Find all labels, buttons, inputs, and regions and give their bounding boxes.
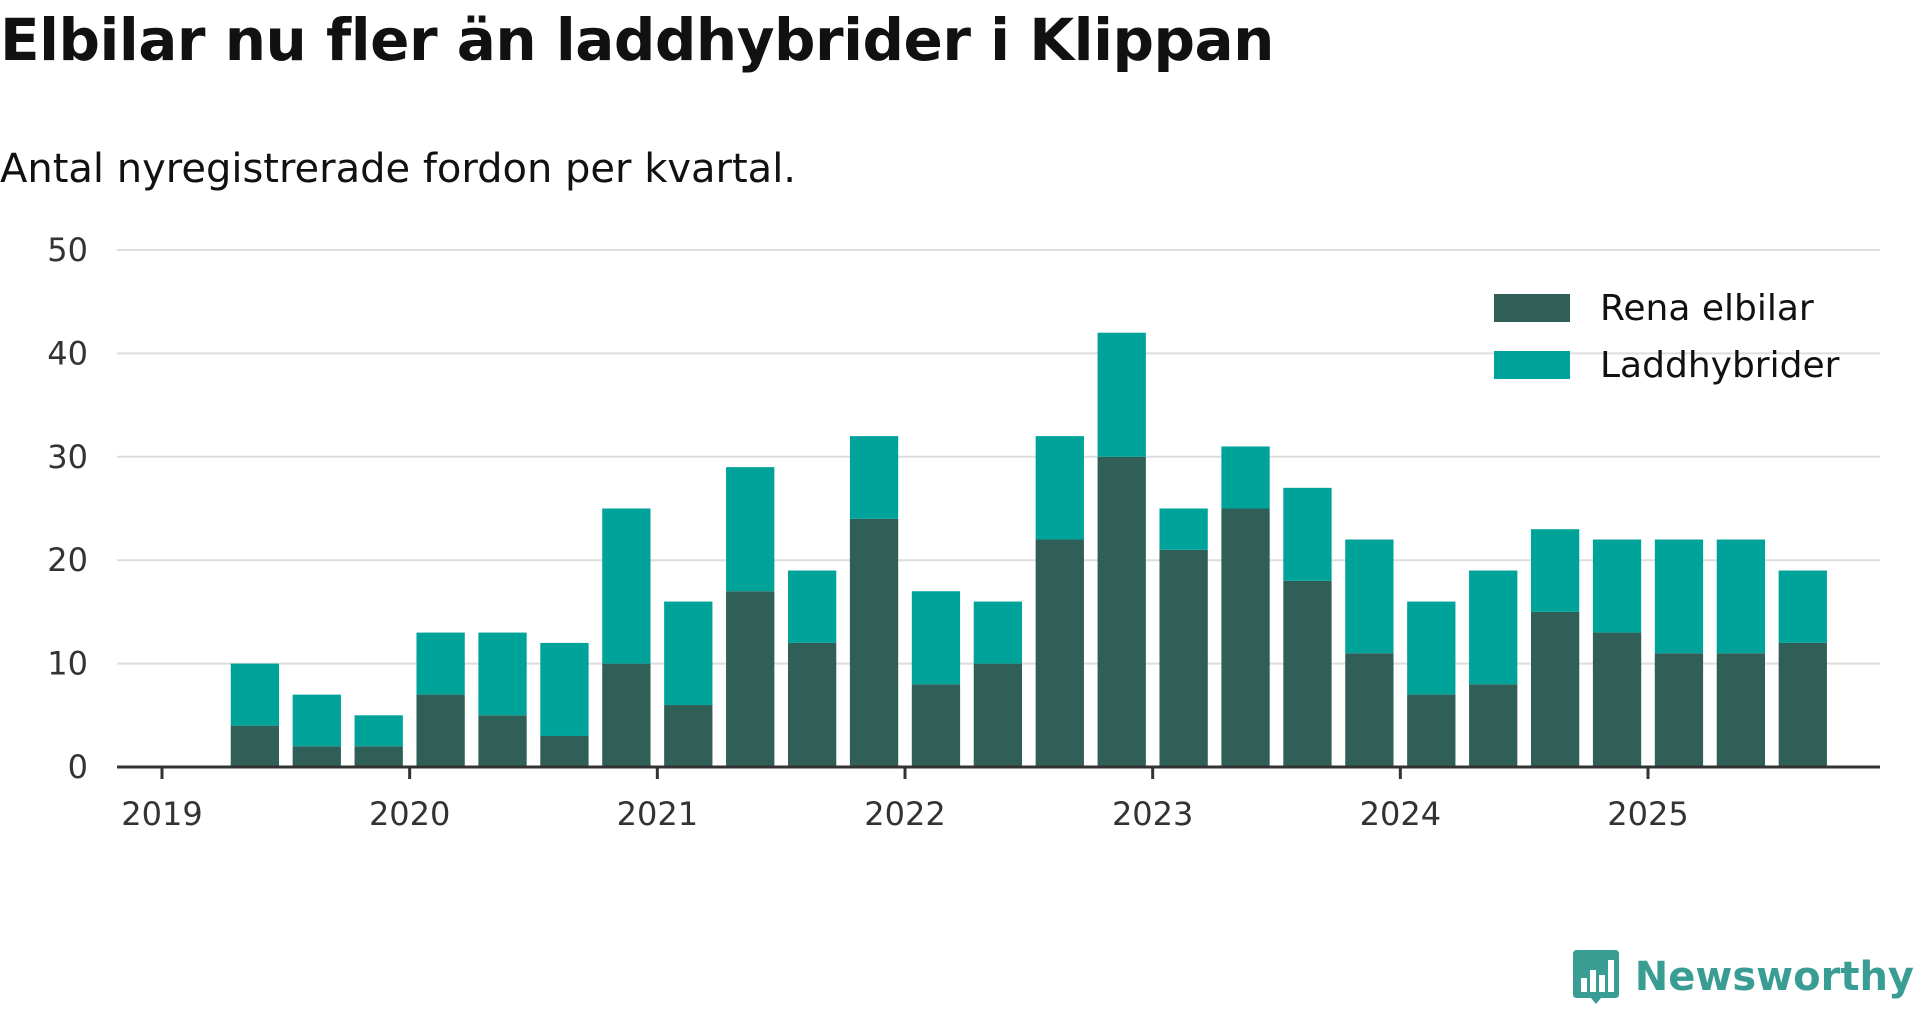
x-tick-label-2023: 2023 [1112, 795, 1193, 833]
bar-laddhybrider-2019-Q4 [354, 715, 403, 747]
x-axis-ticks: 2019 2020 2021 2022 2023 2024 2025 [121, 767, 1689, 833]
bar-chart-icon [1572, 950, 1619, 1004]
bar-rena-elbilar-2024-Q1 [1407, 694, 1456, 767]
bar-rena-elbilar-2021-Q1 [664, 704, 713, 767]
bar-rena-elbilar-2021-Q4 [849, 518, 899, 767]
x-tick-label-2025: 2025 [1607, 795, 1688, 833]
bar-laddhybrider-2025-Q1 [1654, 539, 1704, 654]
y-tick-label-10: 10 [47, 645, 88, 683]
bar-laddhybrider-2023-Q1 [1159, 508, 1208, 550]
bar-rena-elbilar-2022-Q2 [973, 663, 1023, 767]
bar-laddhybrider-2023-Q2 [1221, 446, 1270, 509]
bar-rena-elbilar-2020-Q4 [602, 663, 651, 767]
bar-laddhybrider-2022-Q4 [1097, 332, 1146, 457]
bar-rena-elbilar-2023-Q4 [1345, 653, 1394, 767]
y-tick-label-50: 50 [47, 231, 88, 269]
bar-laddhybrider-2020-Q4 [602, 508, 651, 664]
bar-rena-elbilar-2022-Q1 [911, 684, 961, 767]
bar-laddhybrider-2025-Q2 [1716, 539, 1766, 654]
y-axis-ticks: 0 10 20 30 40 50 [47, 231, 88, 786]
bar-rena-elbilar-2024-Q2 [1469, 684, 1518, 767]
brand-name: Newsworthy [1634, 954, 1914, 1000]
bar-laddhybrider-2022-Q2 [973, 601, 1023, 664]
bar-rena-elbilar-2023-Q3 [1283, 580, 1332, 767]
bar-laddhybrider-2021-Q2 [726, 467, 775, 592]
bar-laddhybrider-2021-Q4 [849, 436, 899, 519]
bar-laddhybrider-2024-Q2 [1469, 570, 1518, 685]
x-tick-label-2024: 2024 [1360, 795, 1441, 833]
bar-laddhybrider-2020-Q1 [416, 632, 465, 695]
stacked-bar-chart: 0 10 20 30 40 50 2019 2020 2021 2022 2023 2024 2025… [47, 231, 1880, 833]
bar-laddhybrider-2019-Q3 [292, 694, 341, 747]
bar-rena-elbilar-2020-Q3 [540, 735, 589, 767]
bar-laddhybrider-2024-Q4 [1592, 539, 1642, 633]
y-tick-label-0: 0 [68, 748, 88, 786]
bar-rena-elbilar-2023-Q1 [1159, 549, 1208, 767]
legend-swatch-laddhybrider [1494, 351, 1570, 379]
bar-rena-elbilar-2024-Q3 [1530, 611, 1580, 767]
bar-rena-elbilar-2021-Q2 [726, 591, 775, 767]
bar-rena-elbilar-2025-Q3 [1778, 642, 1827, 767]
legend-swatch-rena-elbilar [1494, 294, 1570, 322]
bar-laddhybrider-2019-Q2 [230, 663, 280, 726]
bar-rena-elbilar-2023-Q2 [1221, 508, 1270, 767]
bar-rena-elbilar-2025-Q1 [1654, 653, 1704, 767]
bar-rena-elbilar-2020-Q1 [416, 694, 465, 767]
bar-rena-elbilar-2019-Q4 [354, 746, 403, 767]
bar-rena-elbilar-2025-Q2 [1716, 653, 1766, 767]
legend-label-laddhybrider: Laddhybrider [1600, 345, 1840, 386]
bar-rena-elbilar-2022-Q3 [1035, 539, 1084, 767]
bar-laddhybrider-2020-Q3 [540, 642, 589, 736]
bar-laddhybrider-2020-Q2 [478, 632, 527, 716]
bar-laddhybrider-2023-Q4 [1345, 539, 1394, 654]
bar-laddhybrider-2025-Q3 [1778, 570, 1827, 643]
y-tick-label-30: 30 [47, 438, 88, 476]
newsworthy-logo: Newsworthy [1571, 948, 1914, 1006]
bar-rena-elbilar-2021-Q3 [787, 642, 837, 767]
bar-laddhybrider-2023-Q3 [1283, 487, 1332, 581]
bar-rena-elbilar-2019-Q3 [292, 746, 341, 767]
legend: Rena elbilar Laddhybrider [1494, 288, 1840, 386]
x-tick-label-2019: 2019 [121, 795, 202, 833]
bar-rena-elbilar-2022-Q4 [1097, 456, 1146, 767]
bar-laddhybrider-2021-Q3 [787, 570, 837, 643]
bar-rena-elbilar-2019-Q2 [230, 725, 280, 767]
bar-laddhybrider-2022-Q1 [911, 591, 961, 685]
bar-rena-elbilar-2020-Q2 [478, 715, 527, 767]
legend-label-rena-elbilar: Rena elbilar [1600, 288, 1814, 329]
bars [230, 332, 1827, 767]
chart-subtitle: Antal nyregistrerade fordon per kvartal. [0, 146, 797, 192]
x-tick-label-2021: 2021 [617, 795, 698, 833]
y-tick-label-40: 40 [47, 334, 88, 372]
x-tick-label-2022: 2022 [864, 795, 945, 833]
y-tick-label-20: 20 [47, 541, 88, 579]
bar-laddhybrider-2024-Q3 [1530, 529, 1580, 612]
bar-rena-elbilar-2024-Q4 [1592, 632, 1642, 767]
bar-laddhybrider-2022-Q3 [1035, 436, 1084, 540]
chart-title: Elbilar nu fler än laddhybrider i Klippa… [0, 6, 1274, 74]
x-tick-label-2020: 2020 [369, 795, 450, 833]
bar-laddhybrider-2021-Q1 [664, 601, 713, 705]
bar-laddhybrider-2024-Q1 [1407, 601, 1456, 695]
